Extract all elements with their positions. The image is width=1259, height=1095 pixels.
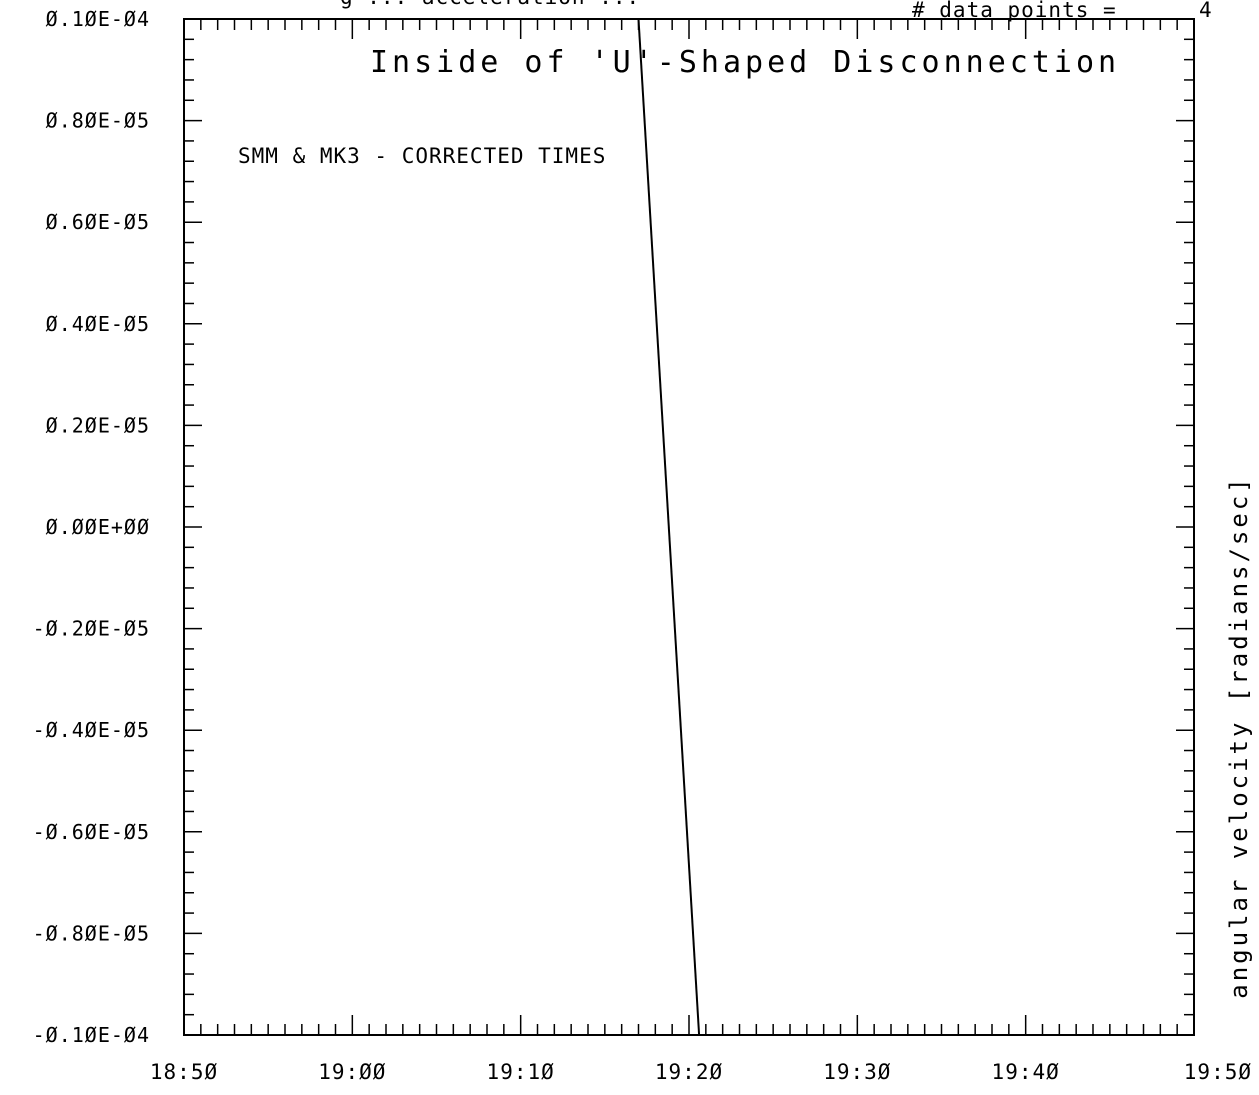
axis-ticks — [183, 18, 1195, 1036]
y-tick-label: Ø.2ØE-Ø5 — [46, 413, 150, 437]
series-line-0 — [637, 18, 701, 1036]
y-tick-label: -Ø.6ØE-Ø5 — [33, 820, 150, 844]
x-tick-label: 19:5Ø — [1184, 1060, 1252, 1084]
y-tick-label: -Ø.4ØE-Ø5 — [33, 718, 150, 742]
x-tick-label: 19:ØØ — [318, 1060, 386, 1084]
x-tick-label: 19:1Ø — [487, 1060, 555, 1084]
data-points-label: # data points = — [912, 0, 1117, 22]
y-axis-label: angular velocity [radians/sec] — [1225, 475, 1253, 998]
series-group — [637, 18, 701, 1036]
chart-subtitle: SMM & MK3 - CORRECTED TIMES — [238, 144, 606, 168]
y-tick-label: Ø.4ØE-Ø5 — [46, 312, 150, 336]
y-tick-label: -Ø.8ØE-Ø5 — [33, 921, 150, 945]
chart-annotation: Inside of 'U'-Shaped Disconnection — [370, 45, 1120, 80]
y-tick-label: Ø.ØØE+ØØ — [46, 515, 150, 539]
y-tick-label: Ø.8ØE-Ø5 — [46, 109, 150, 133]
y-tick-label: -Ø.2ØE-Ø5 — [33, 617, 150, 641]
x-tick-label: 18:5Ø — [150, 1060, 218, 1084]
y-tick-label: Ø.6ØE-Ø5 — [46, 210, 150, 234]
x-tick-label: 19:3Ø — [823, 1060, 891, 1084]
y-tick-labels: Ø.1ØE-Ø4 Ø.8ØE-Ø5 Ø.6ØE-Ø5 Ø.4ØE-Ø5 Ø.2ØE-Ø5… — [33, 7, 150, 1047]
x-tick-label: 19:4Ø — [992, 1060, 1060, 1084]
data-points-value: 4 — [1199, 0, 1213, 22]
x-tick-labels: 18:5Ø 19:ØØ 19:1Ø 19:2Ø 19:3Ø 19:4Ø 19:5Ø — [150, 1060, 1252, 1084]
header-title-partial: g ... acceleration ... — [340, 0, 640, 9]
y-tick-label: -Ø.1ØE-Ø4 — [33, 1023, 150, 1047]
plot-frame — [183, 18, 1195, 1036]
x-tick-label: 19:2Ø — [655, 1060, 723, 1084]
y-tick-label: Ø.1ØE-Ø4 — [46, 7, 150, 31]
